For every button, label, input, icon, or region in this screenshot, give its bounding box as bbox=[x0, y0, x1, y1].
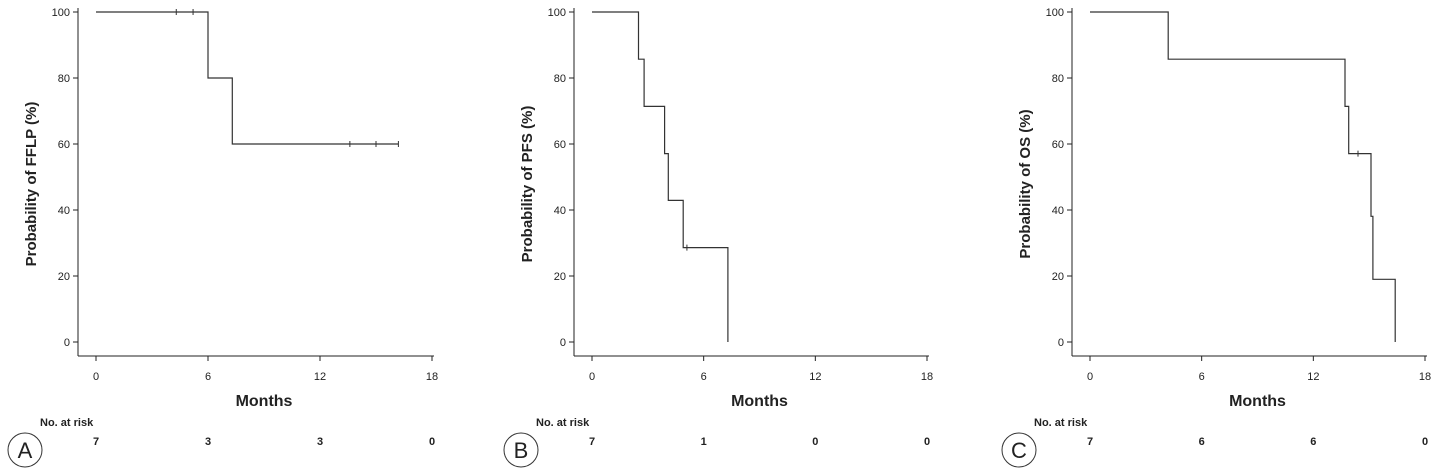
y-axis-title: Probability of FFLP (%) bbox=[23, 102, 40, 267]
y-tick-label: 80 bbox=[554, 73, 566, 85]
y-tick-label: 60 bbox=[554, 139, 566, 151]
x-tick-label: 12 bbox=[1307, 371, 1319, 383]
panel-label: B bbox=[514, 438, 529, 463]
y-axis-title: Probability of PFS (%) bbox=[519, 106, 536, 263]
risk-table-value: 7 bbox=[1087, 436, 1093, 448]
chart-panel-a: 0 20 40 60 80 100 0 6 12 18 Months Probability of F… bbox=[7, 7, 438, 468]
x-tick-label: 18 bbox=[1419, 371, 1431, 383]
x-tick-label: 0 bbox=[93, 371, 99, 383]
x-axis-title: Months bbox=[731, 393, 788, 410]
y-tick-label: 0 bbox=[560, 337, 566, 349]
y-tick-label: 0 bbox=[1058, 337, 1064, 349]
risk-table-value: 6 bbox=[1310, 436, 1316, 448]
risk-table-label: No. at risk bbox=[40, 417, 94, 429]
risk-table-value: 3 bbox=[205, 436, 211, 448]
survival-curve bbox=[592, 11, 729, 342]
y-tick-label: 80 bbox=[1052, 73, 1064, 85]
y-tick-label: 40 bbox=[1052, 205, 1064, 217]
risk-table-value: 0 bbox=[924, 436, 930, 448]
y-tick-label: 20 bbox=[554, 271, 566, 283]
y-axis-title: Probability of OS (%) bbox=[1017, 109, 1034, 258]
y-tick-label: 60 bbox=[58, 139, 70, 151]
panel-label: A bbox=[18, 438, 33, 463]
y-tick-label: 80 bbox=[58, 73, 70, 85]
x-tick-label: 6 bbox=[701, 371, 707, 383]
risk-table-value: 3 bbox=[317, 436, 323, 448]
x-tick-label: 6 bbox=[1199, 371, 1205, 383]
risk-table-value: 7 bbox=[589, 436, 595, 448]
y-tick-label: 0 bbox=[64, 337, 70, 349]
panel-label-circle bbox=[7, 432, 43, 468]
x-tick-label: 18 bbox=[921, 371, 933, 383]
y-tick-label: 100 bbox=[1046, 7, 1064, 19]
x-tick-label: 0 bbox=[589, 371, 595, 383]
y-tick-label: 100 bbox=[548, 7, 566, 19]
y-tick-label: 20 bbox=[1052, 271, 1064, 283]
risk-table-value: 6 bbox=[1199, 436, 1205, 448]
risk-table-value: 0 bbox=[429, 436, 435, 448]
y-tick-label: 20 bbox=[58, 271, 70, 283]
risk-table-label: No. at risk bbox=[1034, 417, 1088, 429]
y-tick-label: 40 bbox=[554, 205, 566, 217]
survival-curve bbox=[1090, 11, 1396, 342]
x-tick-label: 12 bbox=[809, 371, 821, 383]
risk-table-value: 0 bbox=[1422, 436, 1428, 448]
panel-label-circle bbox=[1001, 432, 1037, 468]
panel-label: C bbox=[1011, 438, 1027, 463]
x-tick-label: 18 bbox=[426, 371, 438, 383]
y-tick-label: 100 bbox=[52, 7, 70, 19]
panel-label-circle bbox=[503, 432, 539, 468]
x-tick-label: 12 bbox=[314, 371, 326, 383]
x-axis-title: Months bbox=[1229, 393, 1286, 410]
x-tick-label: 6 bbox=[205, 371, 211, 383]
y-tick-label: 40 bbox=[58, 205, 70, 217]
risk-table-value: 0 bbox=[812, 436, 818, 448]
x-axis-title: Months bbox=[236, 393, 293, 410]
risk-table-value: 1 bbox=[701, 436, 707, 448]
risk-table-label: No. at risk bbox=[536, 417, 590, 429]
risk-table-value: 7 bbox=[93, 436, 99, 448]
survival-curve bbox=[96, 11, 399, 145]
x-tick-label: 0 bbox=[1087, 371, 1093, 383]
y-tick-label: 60 bbox=[1052, 139, 1064, 151]
